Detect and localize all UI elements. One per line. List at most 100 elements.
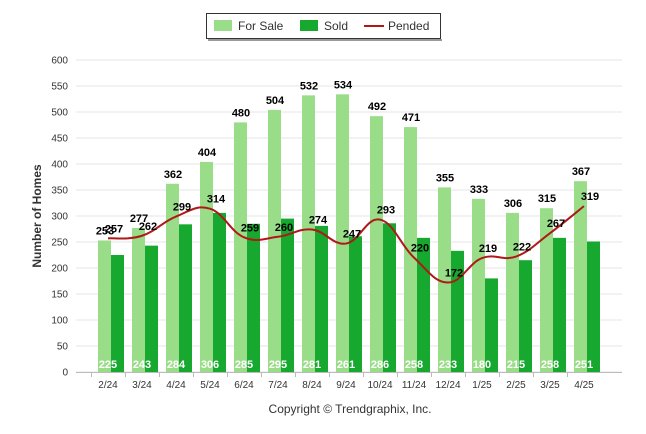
x-tick-label: 11/24 [402,380,427,391]
y-tick-label: 50 [57,342,69,353]
for-sale-value-label: 404 [198,147,217,159]
legend-label: For Sale [238,19,284,33]
for-sale-bar [574,181,587,372]
for-sale-value-label: 534 [334,79,353,91]
pended-value-label: 319 [581,191,599,203]
pended-value-label: 262 [139,221,157,233]
y-tick-label: 350 [51,186,68,197]
for-sale-bar [438,187,451,372]
for-sale-bar [200,161,213,372]
x-tick-label: 6/24 [234,380,254,391]
pended-value-label: 267 [547,218,565,230]
pended-value-label: 247 [343,229,361,241]
sold-bar [281,218,294,372]
y-tick-label: 600 [51,56,68,67]
legend-box [206,13,441,39]
for-sale-bar [370,116,383,372]
for-sale-bar [472,198,485,372]
for-sale-value-label: 315 [538,193,556,205]
for-sale-bar [404,127,417,372]
x-tick-label: 12/24 [435,380,460,391]
for-sale-value-label: 362 [164,169,182,181]
data-labels: 253 225 257 277 243 262 362 284 299 404 306 314 480 2… [96,79,599,371]
pended-value-label: 314 [207,194,226,206]
sold-bar [383,223,396,372]
x-tick-label: 2/24 [98,380,118,391]
y-tick-label: 550 [51,82,68,93]
sold-bar [145,245,158,372]
sold-value-label: 281 [303,359,321,371]
sold-value-label: 251 [575,359,593,371]
sold-bar [247,223,260,372]
pended-value-label: 172 [445,268,463,280]
sold-bar [179,224,192,372]
pended-value-label: 222 [513,242,531,254]
sold-bar [587,241,600,372]
for-sale-value-label: 471 [402,112,420,124]
pended-value-label: 219 [479,243,497,255]
for-sale-value-label: 367 [572,166,590,178]
sold-value-label: 258 [541,359,559,371]
y-tick-label: 450 [51,134,68,145]
pended-line [107,205,585,284]
sold-value-label: 284 [167,359,186,371]
for-sale-bar [132,227,145,372]
sold-value-label: 243 [133,359,151,371]
sold-value-label: 233 [439,359,457,371]
x-tick-label: 9/24 [336,380,356,391]
for-sale-bar [268,109,281,373]
sold-bar [315,225,328,372]
pended-value-label: 293 [377,205,395,217]
for-sale-bar [234,122,247,373]
legend-label: Pended [388,19,429,33]
copyright-credit: Copyright © Trendgraphix, Inc. [269,402,432,416]
x-tick-label: 4/25 [574,380,594,391]
for-sale-value-label: 355 [436,172,454,184]
x-tick-label: 10/24 [367,380,392,391]
sold-bar [349,236,362,372]
sold-bar [485,278,498,372]
legend-swatch [214,20,232,31]
x-tick-label: 3/24 [132,380,152,391]
sold-value-label: 258 [405,359,423,371]
for-sale-value-label: 532 [300,80,318,92]
sold-value-label: 261 [337,359,355,371]
x-tick-label: 8/24 [302,380,322,391]
x-tick-label: 1/25 [472,380,492,391]
for-sale-value-label: 492 [368,101,386,113]
sold-value-label: 286 [371,359,389,371]
y-tick-label: 200 [51,264,68,275]
y-tick-label: 150 [51,290,68,301]
axes: 0 50 100 150 200 250 300 350 400 450 500 550 600 2/24… [51,56,622,391]
sold-bar [213,212,226,372]
pended-value-label: 259 [241,222,259,234]
sold-value-label: 306 [201,359,219,371]
for-sale-value-label: 480 [232,107,250,119]
sold-value-label: 285 [235,359,253,371]
sold-bar [417,237,430,372]
for-sale-bar [336,94,349,372]
sold-value-label: 225 [99,359,117,371]
pended-value-label: 260 [275,222,293,234]
x-tick-label: 5/24 [200,380,220,391]
y-tick-label: 0 [62,368,68,379]
pended-value-label: 220 [411,243,429,255]
legend-label: Sold [324,19,348,33]
for-sale-value-label: 306 [504,198,522,210]
y-tick-label: 400 [51,160,68,171]
pended-value-label: 299 [173,202,191,214]
y-axis-title: Number of Homes [30,164,44,268]
bars [98,94,600,373]
x-tick-label: 3/25 [540,380,560,391]
x-tick-label: 4/24 [166,380,186,391]
for-sale-bar [540,208,553,372]
y-tick-label: 250 [51,238,68,249]
for-sale-bar [506,212,519,372]
x-tick-label: 2/25 [506,380,526,391]
legend[interactable]: For Sale Sold Pended [206,13,443,41]
sold-bar [111,255,124,372]
sold-bar [553,237,566,372]
y-tick-label: 500 [51,108,68,119]
sold-value-label: 295 [269,359,287,371]
